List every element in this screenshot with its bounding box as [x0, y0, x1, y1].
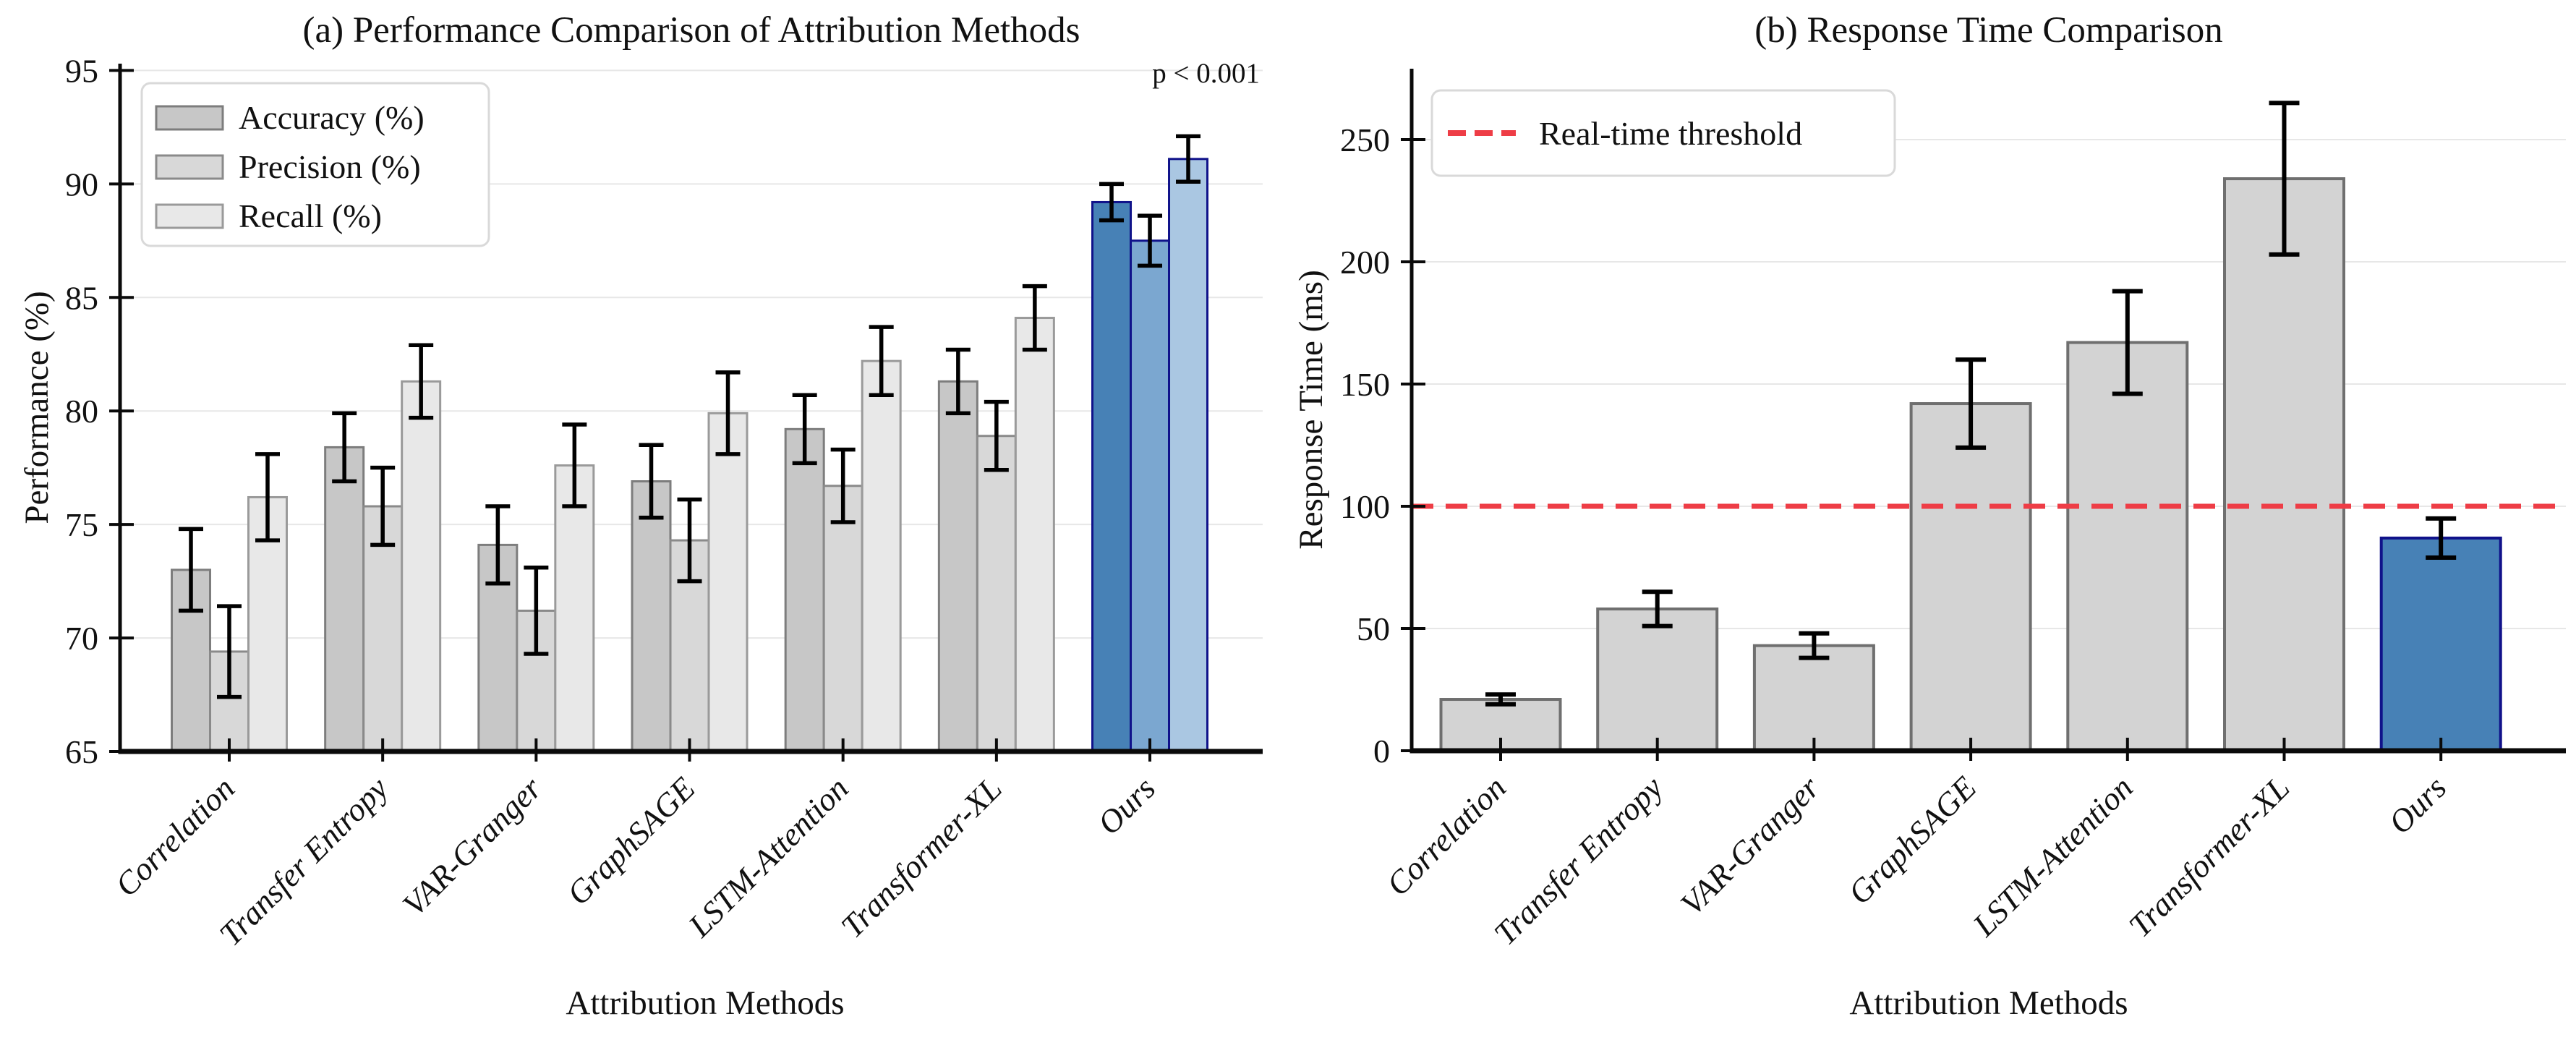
p-value-annotation: p < 0.001: [1152, 58, 1260, 89]
legend-label: Precision (%): [239, 148, 421, 185]
panel-title: (b) Response Time Comparison: [1754, 10, 2222, 51]
y-tick-label: 50: [1357, 610, 1390, 647]
bar: [937, 380, 978, 753]
bar: [1130, 239, 1171, 753]
x-tick-label: Transfer Entropy: [1487, 770, 1670, 953]
bar: [2223, 177, 2345, 752]
bar: [2379, 536, 2502, 752]
bar: [707, 412, 749, 753]
bar: [631, 480, 672, 753]
bar: [1014, 317, 1055, 753]
x-tick-label: Correlation: [1380, 770, 1513, 903]
y-tick-label: 150: [1340, 366, 1390, 403]
y-tick-label: 95: [65, 52, 98, 89]
bar: [861, 359, 902, 753]
x-tick-label: Transformer-XL: [2122, 770, 2297, 945]
panel-title: (a) Performance Comparison of Attributio…: [302, 10, 1080, 51]
legend-swatch: [155, 105, 224, 131]
bar: [324, 446, 365, 753]
legend-swatch: [155, 203, 224, 229]
bar: [554, 464, 595, 753]
x-axis-label: Attribution Methods: [1849, 984, 2128, 1022]
legend-box: [140, 82, 490, 247]
y-tick-label: 85: [65, 279, 98, 316]
x-tick-label: Transfer Entropy: [213, 770, 396, 953]
bar: [1168, 158, 1209, 753]
x-tick-label: GraphSAGE: [560, 770, 701, 912]
bar: [401, 380, 442, 753]
y-axis-label: Performance (%): [18, 291, 56, 524]
x-tick-label: VAR-Granger: [396, 770, 549, 923]
y-tick-label: 250: [1340, 122, 1390, 158]
y-tick-label: 200: [1340, 244, 1390, 281]
legend-label: Accuracy (%): [239, 99, 425, 136]
x-tick-label: Ours: [2381, 770, 2453, 841]
legend-label: Real-time threshold: [1539, 115, 1802, 152]
bar: [1909, 402, 2032, 752]
y-tick-label: 70: [65, 620, 98, 657]
bar: [2066, 341, 2189, 753]
bar: [1596, 607, 1719, 753]
y-axis-label: Response Time (ms): [1292, 270, 1330, 550]
y-tick-label: 75: [65, 506, 98, 543]
bar: [976, 435, 1017, 753]
x-tick-label: LSTM-Attention: [1966, 770, 2140, 944]
legend-swatch: [155, 154, 224, 180]
x-tick-label: VAR-Granger: [1673, 769, 1827, 922]
y-tick-label: 100: [1340, 488, 1390, 525]
x-axis-label: Attribution Methods: [566, 984, 844, 1022]
legend-box: [1430, 89, 1896, 177]
y-tick-label: 80: [65, 393, 98, 430]
x-tick-label: LSTM-Attention: [681, 770, 856, 945]
x-tick-label: Correlation: [108, 770, 242, 903]
x-tick-label: Transformer-XL: [834, 770, 1009, 945]
bar: [822, 485, 863, 753]
y-tick-label: 90: [65, 166, 98, 203]
x-tick-label: Ours: [1091, 770, 1162, 842]
y-tick-label: 0: [1373, 733, 1390, 770]
bar: [1752, 644, 1875, 752]
legend-label: Recall (%): [239, 197, 382, 234]
y-tick-label: 65: [65, 733, 98, 770]
bar: [1091, 200, 1133, 753]
bar: [784, 427, 825, 753]
x-tick-label: GraphSAGE: [1841, 770, 1983, 911]
